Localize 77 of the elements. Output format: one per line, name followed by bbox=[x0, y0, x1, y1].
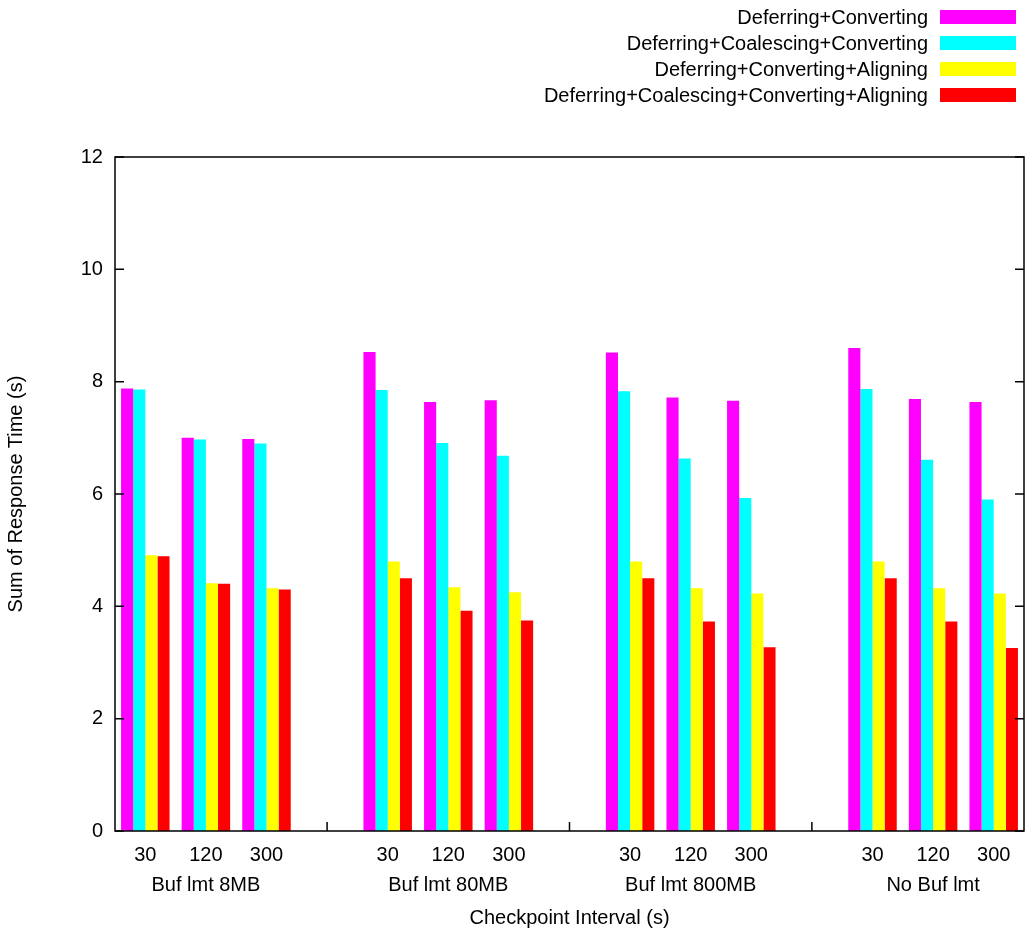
bar bbox=[920, 459, 934, 831]
x-tick-label: 30 bbox=[376, 842, 399, 865]
bar bbox=[266, 588, 279, 831]
bar bbox=[872, 561, 885, 831]
y-tick-label: 12 bbox=[80, 144, 103, 167]
bar bbox=[751, 593, 764, 831]
bar bbox=[448, 587, 461, 831]
legend-label: Deferring+Coalescing+Converting bbox=[626, 31, 928, 55]
x-tick-label: 300 bbox=[977, 842, 1011, 865]
bar bbox=[521, 620, 534, 831]
y-tick-label: 8 bbox=[91, 369, 103, 392]
x-tick-label: 300 bbox=[492, 842, 526, 865]
bar bbox=[181, 437, 194, 831]
y-tick-label: 6 bbox=[91, 481, 103, 504]
bar bbox=[969, 401, 982, 831]
bar bbox=[678, 458, 691, 831]
x-tick-label: 30 bbox=[861, 842, 884, 865]
x-tick-label: 120 bbox=[431, 842, 465, 865]
x-tick-label: 300 bbox=[734, 842, 768, 865]
x-tick-label: 30 bbox=[134, 842, 157, 865]
bar bbox=[460, 610, 473, 831]
bar bbox=[484, 400, 497, 831]
bar bbox=[763, 647, 776, 831]
text: Buf lmt 800MB bbox=[625, 872, 757, 895]
bar bbox=[848, 347, 861, 831]
bar bbox=[205, 583, 219, 831]
text: No Buf lmt bbox=[886, 872, 981, 895]
y-axis-title: Sum of Response Time (s) bbox=[3, 375, 26, 613]
bar bbox=[884, 578, 897, 831]
bar bbox=[508, 592, 522, 831]
bar bbox=[436, 442, 449, 831]
bar bbox=[993, 593, 1006, 831]
bar bbox=[424, 401, 437, 831]
bar bbox=[278, 589, 291, 831]
bar bbox=[133, 389, 146, 831]
bar bbox=[145, 555, 158, 831]
bar bbox=[933, 588, 946, 831]
legend-label: Deferring+Converting+Aligning bbox=[654, 57, 928, 81]
bar bbox=[605, 352, 618, 831]
bar bbox=[363, 351, 376, 831]
bar bbox=[218, 583, 231, 831]
bar bbox=[739, 497, 752, 831]
bar bbox=[666, 397, 679, 831]
bar bbox=[1005, 647, 1018, 831]
y-tick-label: 10 bbox=[80, 256, 103, 279]
bar bbox=[399, 578, 412, 831]
bar bbox=[981, 499, 994, 831]
x-axis-title: Checkpoint Interval (s) bbox=[469, 905, 670, 928]
bar bbox=[193, 439, 206, 831]
bar bbox=[690, 588, 703, 831]
bar bbox=[157, 556, 170, 831]
x-tick-label: 120 bbox=[916, 842, 950, 865]
bar bbox=[387, 561, 400, 831]
bar bbox=[496, 455, 509, 831]
bar bbox=[908, 399, 921, 831]
legend-label: Deferring+Coalescing+Converting+Aligning bbox=[543, 83, 928, 107]
text: Buf lmt 8MB bbox=[151, 872, 261, 895]
bar bbox=[375, 390, 388, 831]
bar bbox=[642, 578, 655, 831]
text: Buf lmt 80MB bbox=[388, 872, 509, 895]
bar bbox=[945, 621, 958, 831]
bar bbox=[702, 621, 715, 831]
bar bbox=[860, 388, 873, 831]
x-tick-label: 120 bbox=[674, 842, 708, 865]
bar bbox=[254, 443, 267, 831]
bar bbox=[617, 391, 631, 831]
y-tick-label: 0 bbox=[91, 818, 103, 841]
x-tick-label: 120 bbox=[189, 842, 223, 865]
bar bbox=[242, 438, 255, 831]
bar bbox=[121, 388, 134, 831]
legend-label: Deferring+Converting bbox=[737, 5, 928, 29]
x-tick-label: 30 bbox=[618, 842, 642, 865]
y-tick-label: 2 bbox=[91, 706, 103, 729]
bar bbox=[630, 561, 643, 831]
bar bbox=[727, 400, 740, 831]
y-tick-label: 4 bbox=[91, 593, 103, 616]
x-tick-label: 300 bbox=[249, 842, 284, 865]
